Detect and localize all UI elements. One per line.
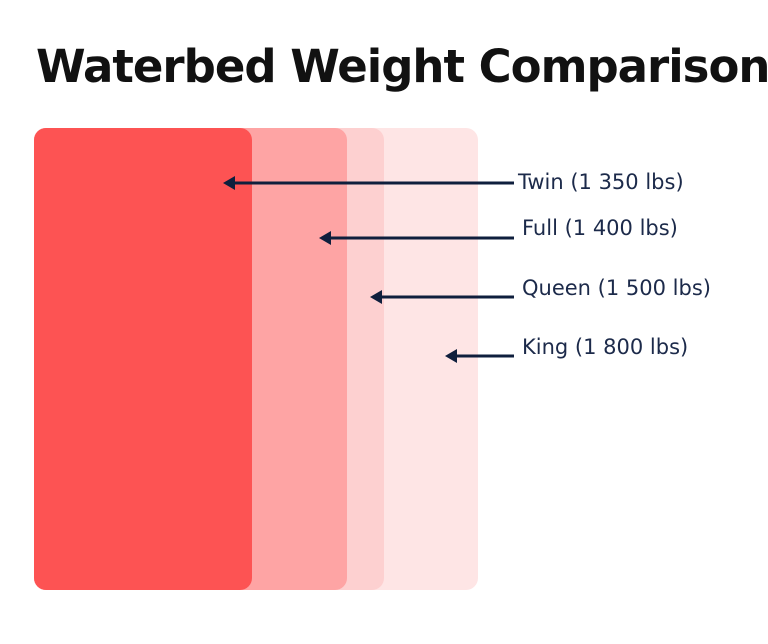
bed-rect-twin <box>34 128 252 590</box>
arrow-queen <box>370 290 514 304</box>
arrow-king-head <box>445 349 457 363</box>
arrow-full-head <box>319 231 331 245</box>
arrow-twin-head <box>223 176 235 190</box>
arrow-twin <box>223 176 514 190</box>
arrow-king <box>445 349 514 363</box>
label-full: Full (1 400 lbs) <box>522 216 678 240</box>
page-title: Waterbed Weight Comparisons <box>36 40 768 93</box>
arrow-queen-head <box>370 290 382 304</box>
label-twin: Twin (1 350 lbs) <box>517 170 684 194</box>
label-queen: Queen (1 500 lbs) <box>522 276 711 300</box>
label-king: King (1 800 lbs) <box>522 335 688 359</box>
arrow-full <box>319 231 514 245</box>
